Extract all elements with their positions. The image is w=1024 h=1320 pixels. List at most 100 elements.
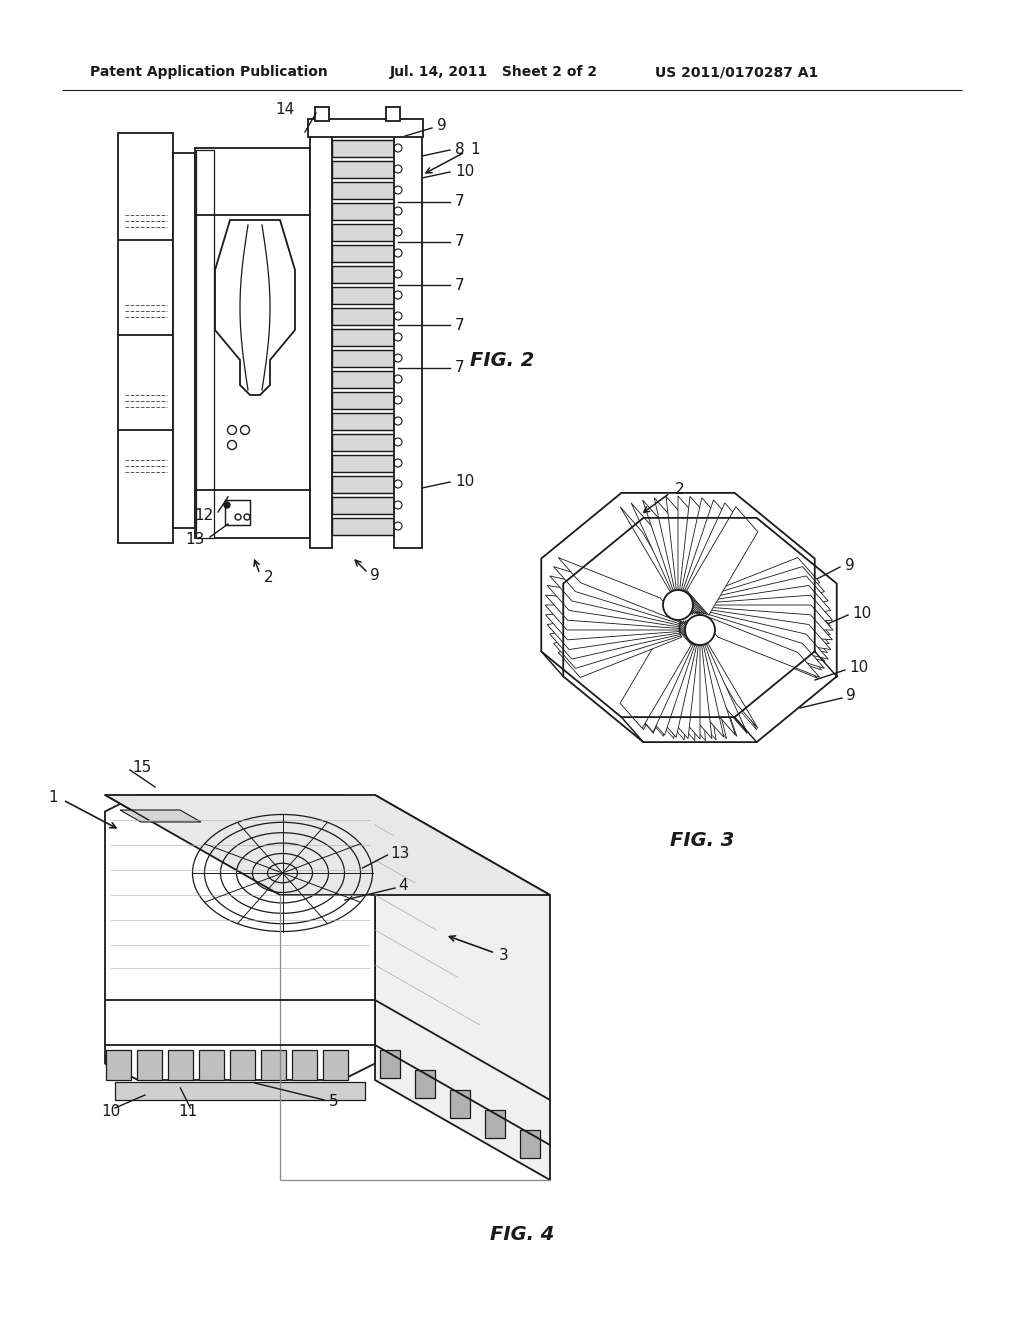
Text: 10: 10 — [455, 474, 474, 488]
Bar — [415, 1071, 435, 1098]
Polygon shape — [696, 557, 820, 623]
Text: 13: 13 — [390, 846, 410, 861]
Bar — [332, 455, 394, 473]
Polygon shape — [621, 507, 691, 615]
Bar — [118, 133, 173, 543]
Polygon shape — [621, 620, 691, 729]
Polygon shape — [687, 507, 758, 615]
Text: US 2011/0170287 A1: US 2011/0170287 A1 — [655, 65, 818, 79]
Bar — [332, 517, 394, 535]
Text: 10: 10 — [852, 606, 871, 620]
Polygon shape — [105, 795, 375, 1080]
Polygon shape — [666, 496, 698, 614]
Polygon shape — [631, 503, 693, 615]
Bar — [310, 133, 332, 548]
Bar — [199, 1049, 224, 1080]
Polygon shape — [698, 605, 833, 630]
Polygon shape — [678, 496, 700, 614]
Polygon shape — [546, 606, 680, 640]
Polygon shape — [687, 620, 758, 729]
Polygon shape — [678, 622, 700, 739]
Text: 10: 10 — [849, 660, 868, 676]
Polygon shape — [120, 810, 201, 822]
Bar — [332, 498, 394, 513]
Bar — [394, 133, 422, 548]
Text: 2: 2 — [264, 569, 273, 585]
Circle shape — [685, 615, 715, 645]
Bar — [332, 413, 394, 430]
Polygon shape — [682, 622, 724, 738]
Bar — [332, 246, 394, 261]
Bar — [520, 1130, 540, 1158]
Polygon shape — [558, 612, 682, 677]
Polygon shape — [666, 622, 698, 739]
Polygon shape — [554, 611, 681, 668]
Polygon shape — [697, 610, 828, 659]
Bar — [261, 1049, 286, 1080]
Polygon shape — [697, 586, 830, 627]
Bar — [332, 477, 394, 492]
Bar — [332, 350, 394, 367]
Polygon shape — [545, 605, 680, 630]
Text: 8: 8 — [455, 141, 465, 157]
Text: 4: 4 — [398, 879, 408, 894]
Circle shape — [224, 502, 230, 508]
Bar — [230, 1049, 255, 1080]
Bar — [332, 392, 394, 409]
Bar — [332, 182, 394, 199]
Text: FIG. 4: FIG. 4 — [490, 1225, 554, 1245]
Text: 2: 2 — [675, 483, 685, 498]
Polygon shape — [547, 586, 680, 627]
Bar — [332, 286, 394, 304]
Text: 1: 1 — [48, 791, 58, 805]
Text: 7: 7 — [455, 360, 465, 375]
Bar — [386, 107, 400, 121]
Bar — [332, 224, 394, 242]
Text: 14: 14 — [275, 103, 295, 117]
Polygon shape — [654, 498, 696, 614]
Polygon shape — [697, 576, 828, 626]
Polygon shape — [631, 620, 693, 733]
Polygon shape — [558, 557, 682, 623]
Text: 15: 15 — [132, 759, 152, 775]
Polygon shape — [683, 620, 735, 735]
Text: 12: 12 — [195, 507, 214, 523]
Text: 7: 7 — [455, 194, 465, 210]
Bar — [173, 153, 195, 528]
Polygon shape — [682, 498, 724, 614]
Polygon shape — [542, 492, 815, 717]
Polygon shape — [642, 620, 694, 735]
Polygon shape — [683, 500, 735, 614]
Text: 5: 5 — [329, 1094, 338, 1110]
Bar — [115, 1082, 365, 1100]
Text: FIG. 3: FIG. 3 — [670, 830, 734, 850]
Bar — [332, 329, 394, 346]
Text: Jul. 14, 2011   Sheet 2 of 2: Jul. 14, 2011 Sheet 2 of 2 — [390, 65, 598, 79]
Polygon shape — [654, 622, 696, 738]
Polygon shape — [563, 517, 837, 742]
Text: 9: 9 — [845, 557, 855, 573]
Bar — [323, 1049, 348, 1080]
Bar — [332, 308, 394, 325]
Polygon shape — [696, 611, 824, 668]
Polygon shape — [680, 496, 712, 614]
Polygon shape — [698, 606, 833, 640]
Text: 10: 10 — [455, 164, 474, 178]
Polygon shape — [546, 595, 680, 628]
Polygon shape — [685, 503, 746, 615]
Polygon shape — [375, 795, 550, 1180]
Polygon shape — [550, 610, 681, 659]
Bar — [380, 1049, 400, 1078]
Bar — [332, 140, 394, 157]
Polygon shape — [697, 609, 830, 649]
Text: 9: 9 — [370, 569, 380, 583]
Polygon shape — [696, 612, 820, 677]
Polygon shape — [642, 500, 694, 614]
Text: 3: 3 — [499, 948, 509, 962]
Text: 7: 7 — [455, 235, 465, 249]
Bar — [225, 500, 250, 525]
Polygon shape — [698, 595, 833, 628]
Bar — [332, 371, 394, 388]
Bar — [332, 267, 394, 282]
Bar — [332, 161, 394, 178]
